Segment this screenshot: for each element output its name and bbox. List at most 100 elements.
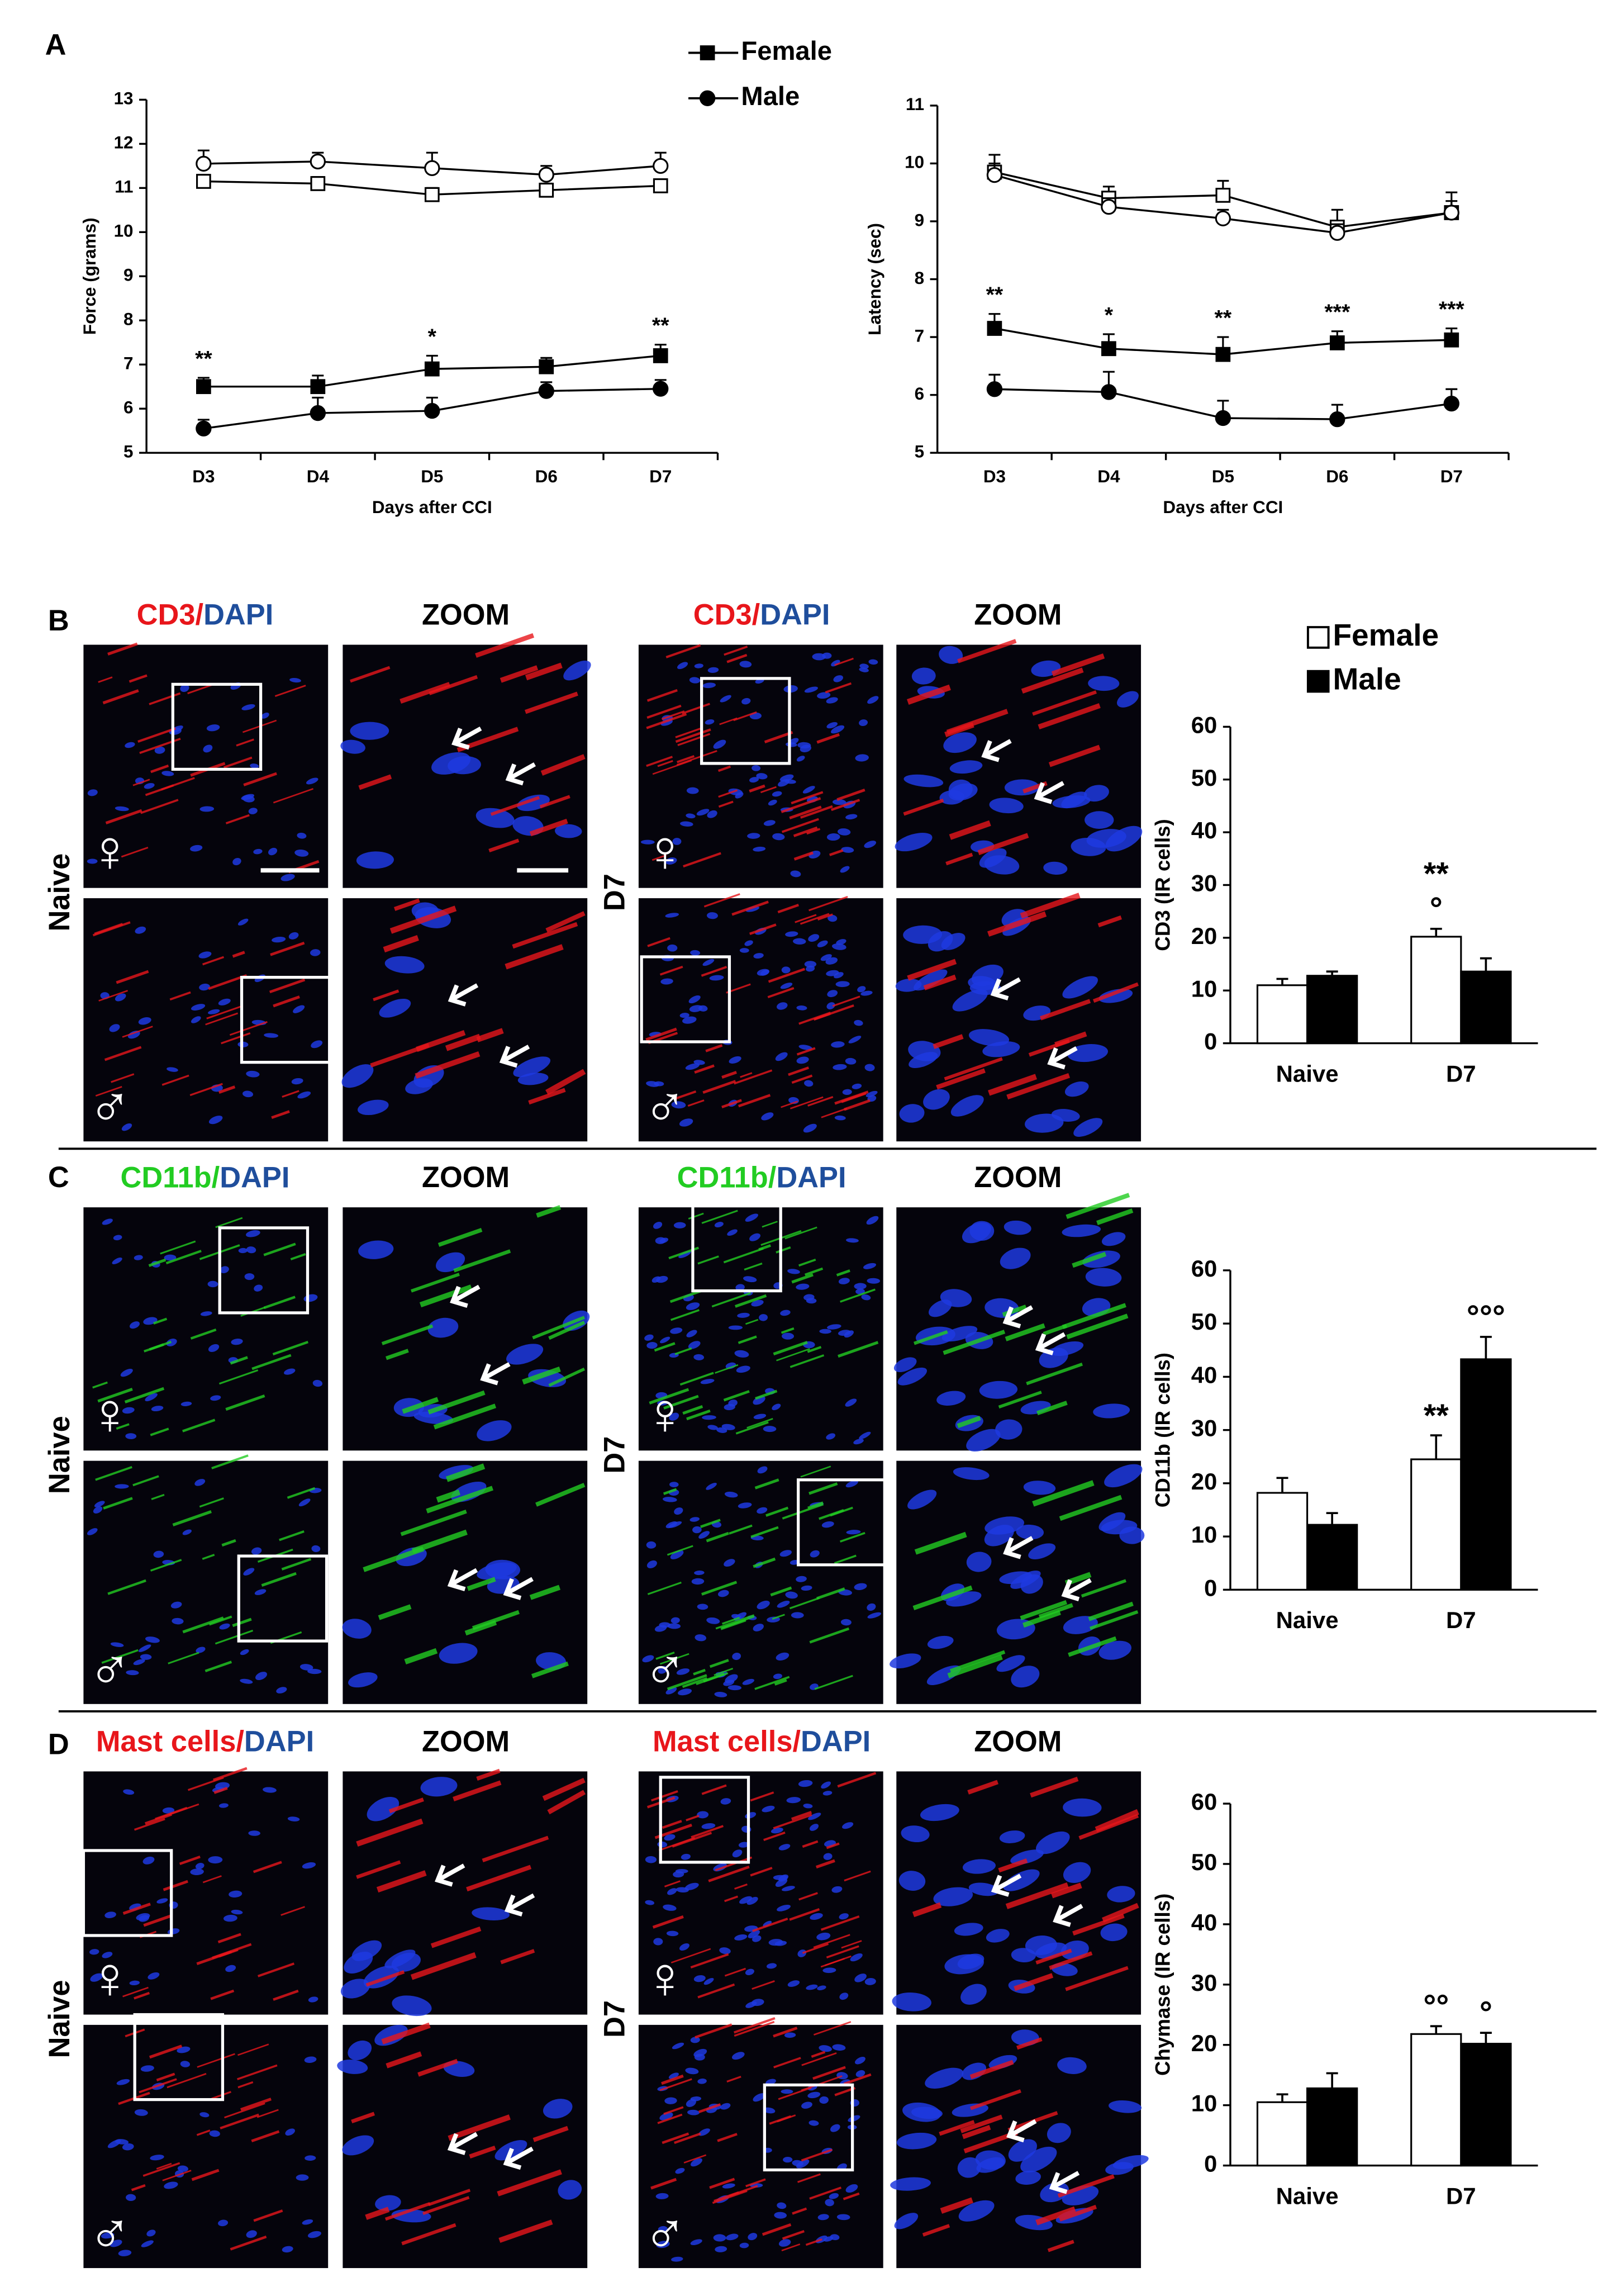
- stain-signal: [977, 833, 1029, 855]
- nucleus: [679, 1943, 689, 1951]
- nucleus: [721, 1424, 735, 1430]
- stain-signal: [422, 2196, 470, 2216]
- stain-signal: [482, 1835, 549, 1863]
- nucleus: [738, 1842, 749, 1848]
- nucleus: [691, 1578, 705, 1585]
- nucleus: [840, 1619, 852, 1626]
- nucleus: [732, 1849, 743, 1858]
- x-tick-label: D3: [983, 467, 1006, 486]
- stain-signal: [750, 1791, 774, 1802]
- sex-symbol: ♀: [643, 1381, 687, 1446]
- stain-signal: [92, 1381, 108, 1389]
- significance-label: °: [1480, 1995, 1492, 2031]
- nucleus: [827, 990, 838, 998]
- stain-signal: [784, 1226, 817, 1240]
- y-tick-label: 60: [1191, 1255, 1217, 1282]
- arrow: [449, 1568, 478, 1587]
- y-tick-label: 5: [123, 442, 133, 461]
- y-tick-label: 10: [1191, 2090, 1217, 2117]
- nucleus: [808, 934, 820, 942]
- inset-box: [700, 677, 791, 765]
- point: [653, 381, 669, 397]
- nucleus: [665, 1687, 677, 1695]
- nucleus: [785, 931, 798, 937]
- nucleus: [142, 1856, 155, 1865]
- stain-signal: [813, 2021, 852, 2036]
- nucleus: [340, 1979, 370, 1999]
- nucleus: [1085, 811, 1114, 829]
- nucleus: [826, 697, 838, 704]
- error-bar: [1276, 2093, 1288, 2103]
- nucleus: [684, 1882, 699, 1890]
- nucleus: [859, 719, 868, 727]
- stain-signal: [132, 1475, 159, 1487]
- stain-signal: [350, 666, 391, 683]
- stain-signal: [103, 1497, 133, 1510]
- nucleus: [831, 1886, 843, 1893]
- stain-signal: [715, 1364, 739, 1374]
- stain-signal: [844, 1099, 871, 1111]
- nucleus: [563, 660, 591, 681]
- stain-signal: [682, 1677, 708, 1688]
- nucleus: [253, 848, 263, 855]
- nucleus: [759, 1314, 768, 1321]
- stain-signal: [464, 1620, 497, 1636]
- nucleus: [796, 1005, 807, 1011]
- nucleus: [134, 1255, 143, 1260]
- bar: [1410, 2033, 1462, 2167]
- nucleus: [809, 1824, 819, 1831]
- arrow: [506, 1893, 535, 1912]
- stain-signal: [1066, 1313, 1129, 1340]
- nucleus: [777, 1904, 791, 1911]
- nucleus: [819, 2096, 829, 2104]
- stain-signal: [682, 1405, 703, 1415]
- stain-signal: [654, 1342, 676, 1352]
- nucleus: [288, 932, 299, 940]
- counterstain-name: DAPI: [760, 599, 830, 632]
- stain-signal: [791, 791, 824, 805]
- nucleus: [668, 2072, 679, 2079]
- nucleus: [145, 1393, 158, 1402]
- stain-signal: [488, 838, 520, 853]
- point: [1215, 410, 1231, 426]
- point: [986, 167, 1003, 183]
- stain-signal: [282, 1090, 299, 1098]
- nucleus: [657, 1400, 668, 1406]
- nucleus: [242, 795, 255, 803]
- stain-signal: [107, 1579, 146, 1595]
- point: [987, 321, 1002, 336]
- x-tick-label: D6: [1326, 467, 1348, 486]
- stain-signal: [206, 1005, 242, 1019]
- nucleus: [289, 677, 301, 683]
- nucleus: [344, 1952, 373, 1974]
- chart: 5 6 7 8 9 10 11 12 13 D3 D4 D5 D6 D7 Days after CCI For…: [80, 36, 832, 517]
- stain-signal: [162, 2170, 192, 2181]
- stain-signal: [667, 1545, 693, 1556]
- inset-box: [797, 1478, 888, 1567]
- nucleus: [958, 2200, 995, 2222]
- nucleus: [845, 814, 858, 820]
- stain-signal: [825, 682, 852, 694]
- point: [538, 167, 554, 183]
- stain-signal: [1014, 1973, 1054, 1991]
- stain-signal: [659, 2078, 692, 2091]
- y-tick-label: 40: [1191, 1909, 1217, 1936]
- micrograph: [342, 1460, 588, 1704]
- nucleus: [672, 838, 682, 845]
- stain-signal: [749, 923, 777, 936]
- point: [310, 176, 326, 191]
- stain-signal: [240, 2098, 272, 2111]
- nucleus: [1100, 1923, 1128, 1942]
- stain-signal: [237, 2043, 269, 2056]
- stain-signal: [547, 1790, 586, 1815]
- nucleus: [439, 1643, 478, 1664]
- chart: 0 10 20 30 40 50 60 Naive D7 CD3 (IR cells) °** Fem…: [1152, 618, 1538, 1087]
- micrograph: [892, 1771, 1142, 2015]
- nucleus: [671, 2256, 683, 2262]
- stain-signal: [791, 1811, 812, 1821]
- x-tick-label: D7: [1446, 1607, 1476, 1633]
- stain-signal: [445, 1463, 486, 1482]
- nucleus: [436, 1252, 465, 1273]
- stain-signal: [652, 1915, 684, 1929]
